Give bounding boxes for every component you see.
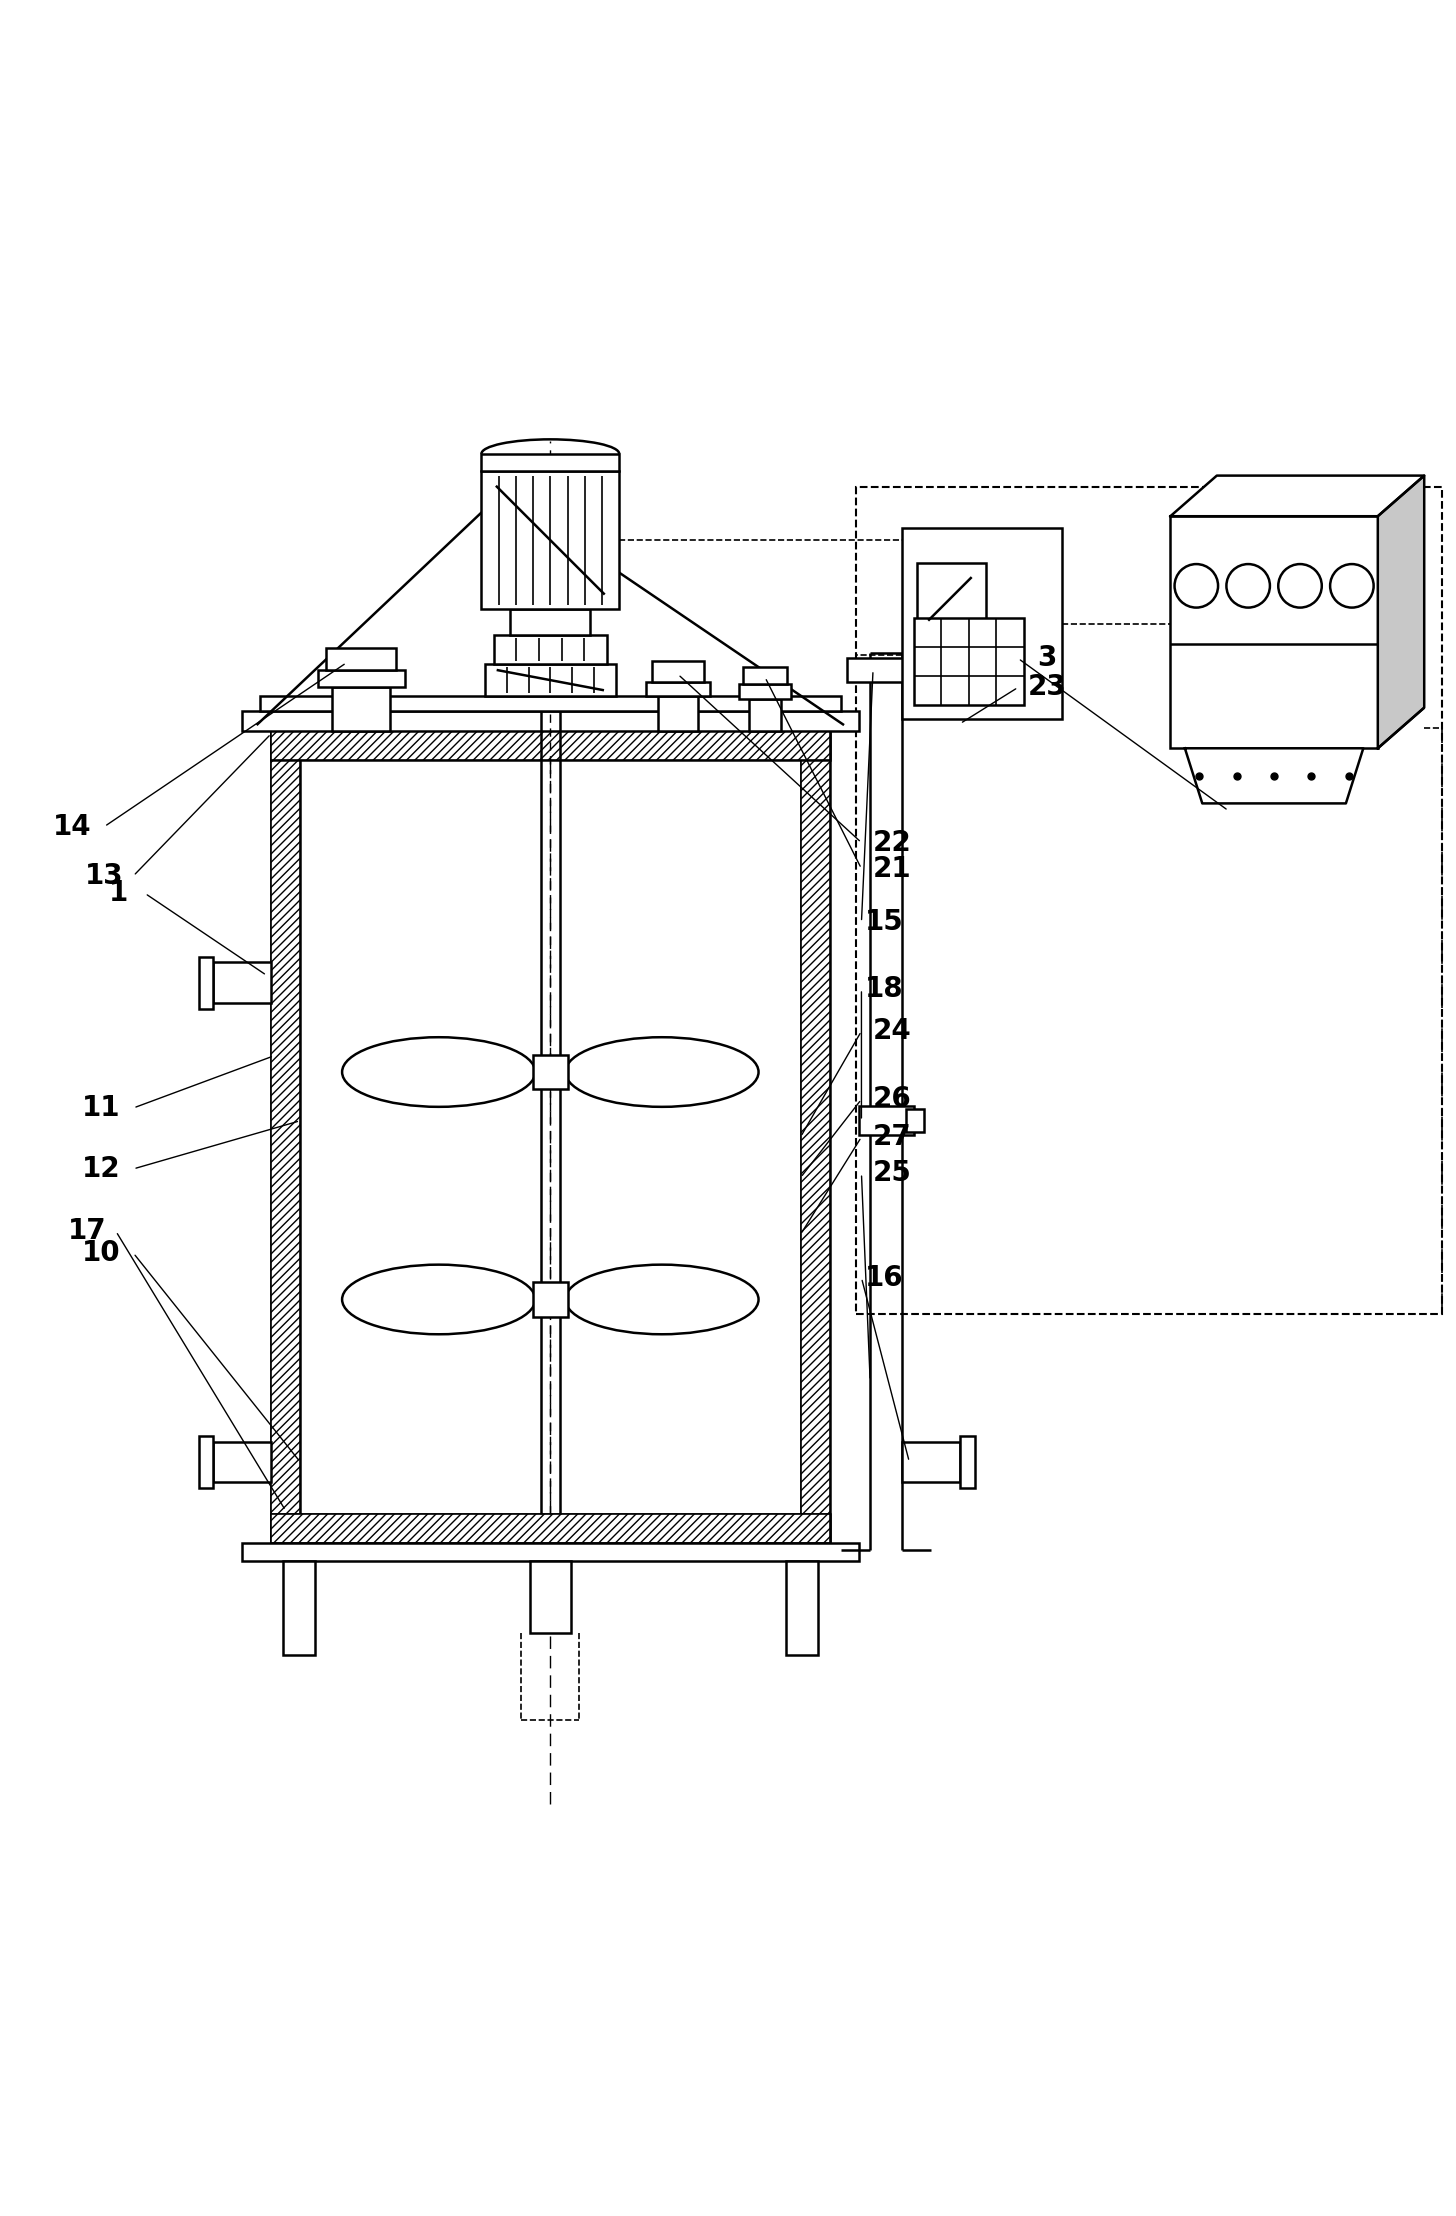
Bar	[738, 685, 791, 698]
Bar	[271, 731, 830, 760]
Bar	[259, 696, 842, 711]
Bar	[213, 1443, 271, 1483]
Bar	[533, 1055, 568, 1090]
Bar	[801, 731, 830, 1542]
Bar	[271, 731, 300, 1542]
Text: 1: 1	[109, 880, 128, 906]
Ellipse shape	[342, 1265, 536, 1334]
Ellipse shape	[565, 1037, 759, 1106]
Bar	[242, 711, 859, 731]
Bar	[533, 1283, 568, 1316]
Bar	[914, 618, 1024, 705]
Bar	[903, 527, 1061, 720]
Bar	[242, 1542, 859, 1560]
Bar	[847, 658, 925, 683]
Bar	[859, 1106, 914, 1135]
Bar	[960, 1436, 974, 1487]
Polygon shape	[1171, 476, 1424, 516]
Bar	[658, 696, 699, 731]
Bar	[903, 1443, 960, 1483]
Text: 16: 16	[865, 1263, 904, 1292]
Bar	[748, 698, 780, 731]
Text: 17: 17	[67, 1217, 106, 1245]
Text: 24: 24	[872, 1017, 911, 1046]
Text: 13: 13	[84, 862, 124, 891]
Bar	[907, 1110, 923, 1132]
Bar	[786, 1560, 818, 1655]
Text: 10: 10	[82, 1239, 121, 1268]
Bar	[317, 669, 405, 687]
Ellipse shape	[565, 1265, 759, 1334]
Bar	[271, 1514, 830, 1542]
Text: 26: 26	[872, 1086, 911, 1112]
Text: 14: 14	[52, 813, 92, 840]
Bar	[652, 660, 705, 683]
Bar	[271, 1514, 830, 1542]
Text: 22: 22	[872, 829, 911, 858]
Bar	[271, 731, 300, 1542]
Bar	[282, 1560, 314, 1655]
Text: 3: 3	[1038, 645, 1057, 671]
Text: 18: 18	[865, 975, 904, 1004]
Bar	[917, 563, 986, 632]
Bar	[494, 636, 607, 665]
Bar	[332, 687, 390, 731]
Bar	[511, 609, 590, 636]
Bar	[198, 957, 213, 1008]
Text: 25: 25	[872, 1159, 911, 1188]
Bar	[530, 1560, 571, 1633]
Text: 11: 11	[82, 1095, 121, 1121]
Bar	[743, 667, 786, 685]
Text: 15: 15	[865, 909, 904, 937]
Text: 21: 21	[872, 855, 911, 882]
Bar	[856, 488, 1441, 1314]
Bar	[485, 665, 616, 696]
Text: 12: 12	[82, 1155, 121, 1183]
Bar	[1171, 516, 1377, 749]
Bar	[326, 649, 396, 669]
Bar	[482, 454, 619, 472]
Bar	[646, 683, 711, 696]
Text: 27: 27	[872, 1124, 911, 1150]
Bar	[198, 1436, 213, 1487]
Polygon shape	[1377, 476, 1424, 749]
Polygon shape	[1185, 749, 1363, 804]
Text: 23: 23	[1028, 674, 1066, 702]
Bar	[801, 731, 830, 1542]
Ellipse shape	[342, 1037, 536, 1106]
Bar	[482, 472, 619, 609]
Bar	[213, 962, 271, 1004]
Bar	[271, 731, 830, 760]
